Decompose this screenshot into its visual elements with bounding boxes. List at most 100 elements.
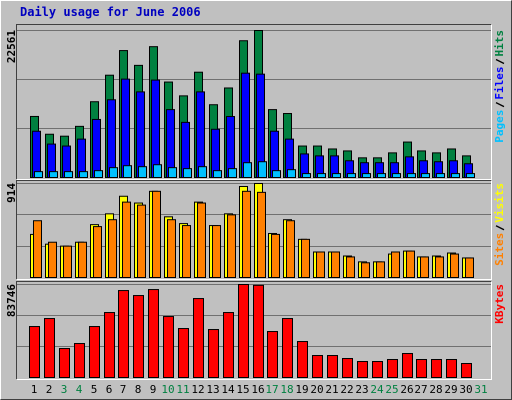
bar [402,353,413,378]
x-tick-label: 27 [414,383,427,396]
bar [316,251,325,278]
x-tick-label: 7 [120,383,127,396]
bar [297,341,308,378]
bar [152,190,161,278]
bar [49,171,58,178]
bar [272,170,281,179]
bar [212,225,221,279]
x-tick-label: 13 [206,383,219,396]
bar [107,99,116,178]
bar [109,167,118,179]
bar [29,326,40,378]
x-tick-label: 15 [236,383,249,396]
legend-separator [495,102,505,108]
x-tick-label: 19 [295,383,308,396]
bar [241,72,250,178]
bar [286,220,295,278]
bar [108,219,117,278]
bar [64,171,73,178]
x-tick-label: 8 [135,383,142,396]
bar [327,355,338,378]
legend-label: Sites [493,233,506,266]
bar [282,318,293,379]
x-tick-label: 3 [61,383,68,396]
bar [63,245,72,278]
legend-separator [495,225,505,231]
bar [435,256,444,278]
bar [151,79,160,178]
bar [332,173,341,178]
bar [450,253,459,278]
bar [301,238,310,278]
bar [136,91,145,178]
legend-label: Files [493,67,506,100]
bar [163,316,174,379]
bar [362,173,371,178]
bar [361,262,370,278]
bar [74,343,85,378]
bar [89,326,100,378]
bar [238,284,249,378]
bar [123,165,132,178]
x-tick-label: 2 [46,383,53,396]
bar [287,169,296,179]
legend-label: Hits [493,30,506,57]
legend-separator [495,58,505,65]
bar [342,358,353,378]
bar [228,168,237,178]
bar [92,118,101,178]
bar [421,173,430,178]
bar [407,173,416,178]
bar [167,219,176,278]
bar [153,164,162,179]
bar [227,214,236,278]
x-tick-label: 11 [176,383,189,396]
x-tick-label: 10 [161,383,174,396]
bar [431,359,442,378]
x-tick-label: 22 [340,383,353,396]
x-tick-label: 17 [265,383,278,396]
bar [93,226,102,278]
y-tick-label: 22561 [5,30,18,63]
bar [466,173,475,178]
bar [258,161,267,179]
x-tick-label: 12 [191,383,204,396]
panel-frame-light [16,24,492,180]
bar [148,289,159,378]
bar [59,348,70,379]
x-tick-label: 6 [106,383,113,396]
bar [196,91,205,178]
bar [420,256,429,278]
bar [178,328,189,378]
bar [406,250,415,278]
panel-frame-light [16,180,492,280]
panel-frame-dark [16,180,492,280]
bar [33,220,42,278]
x-tick-label: 16 [251,383,264,396]
bar [198,166,207,178]
x-tick-label: 1 [31,383,38,396]
x-tick-label: 20 [310,383,323,396]
bar [377,173,386,178]
bar [137,204,146,279]
x-tick-label: 23 [355,383,368,396]
bar [193,298,204,378]
x-tick-label: 24 [370,383,384,396]
x-tick-label: 5 [91,383,98,396]
bar [94,170,103,179]
bar [253,284,264,378]
bar [302,173,311,178]
panel-frame-light [16,281,492,380]
legend-label: Pages [493,110,506,143]
bar [118,290,129,378]
x-tick-label: 9 [150,383,157,396]
bar [122,201,131,278]
bar [257,191,266,278]
bar [387,359,398,378]
bar [79,171,88,178]
bar [451,173,460,178]
bar [347,173,356,178]
bar [32,130,41,178]
